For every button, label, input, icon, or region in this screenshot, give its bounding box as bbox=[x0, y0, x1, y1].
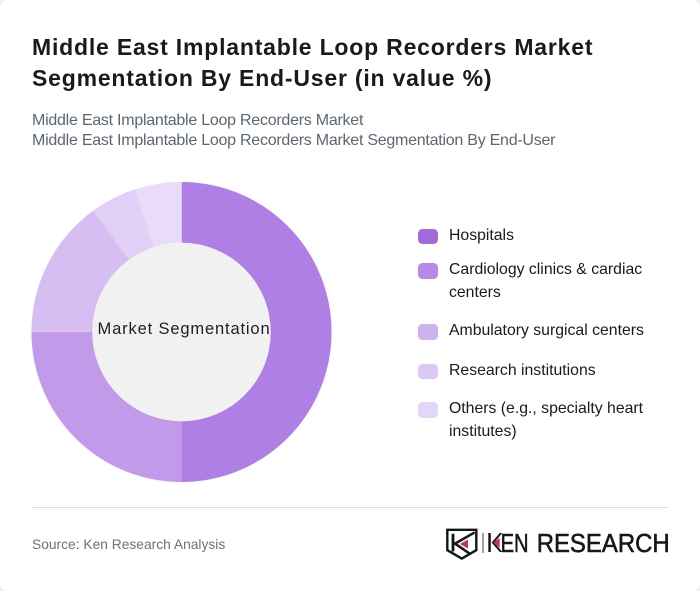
svg-text:EN: EN bbox=[501, 528, 529, 558]
svg-text:RESEARCH: RESEARCH bbox=[537, 528, 670, 558]
